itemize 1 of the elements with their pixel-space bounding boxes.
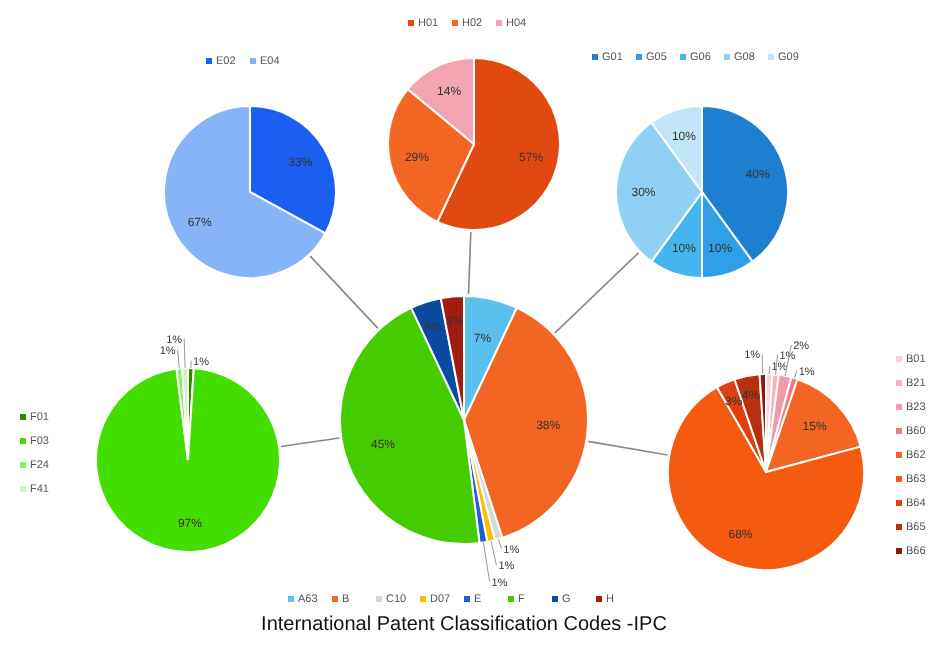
text: International Patent Classification Codes -IPC xyxy=(261,614,667,636)
